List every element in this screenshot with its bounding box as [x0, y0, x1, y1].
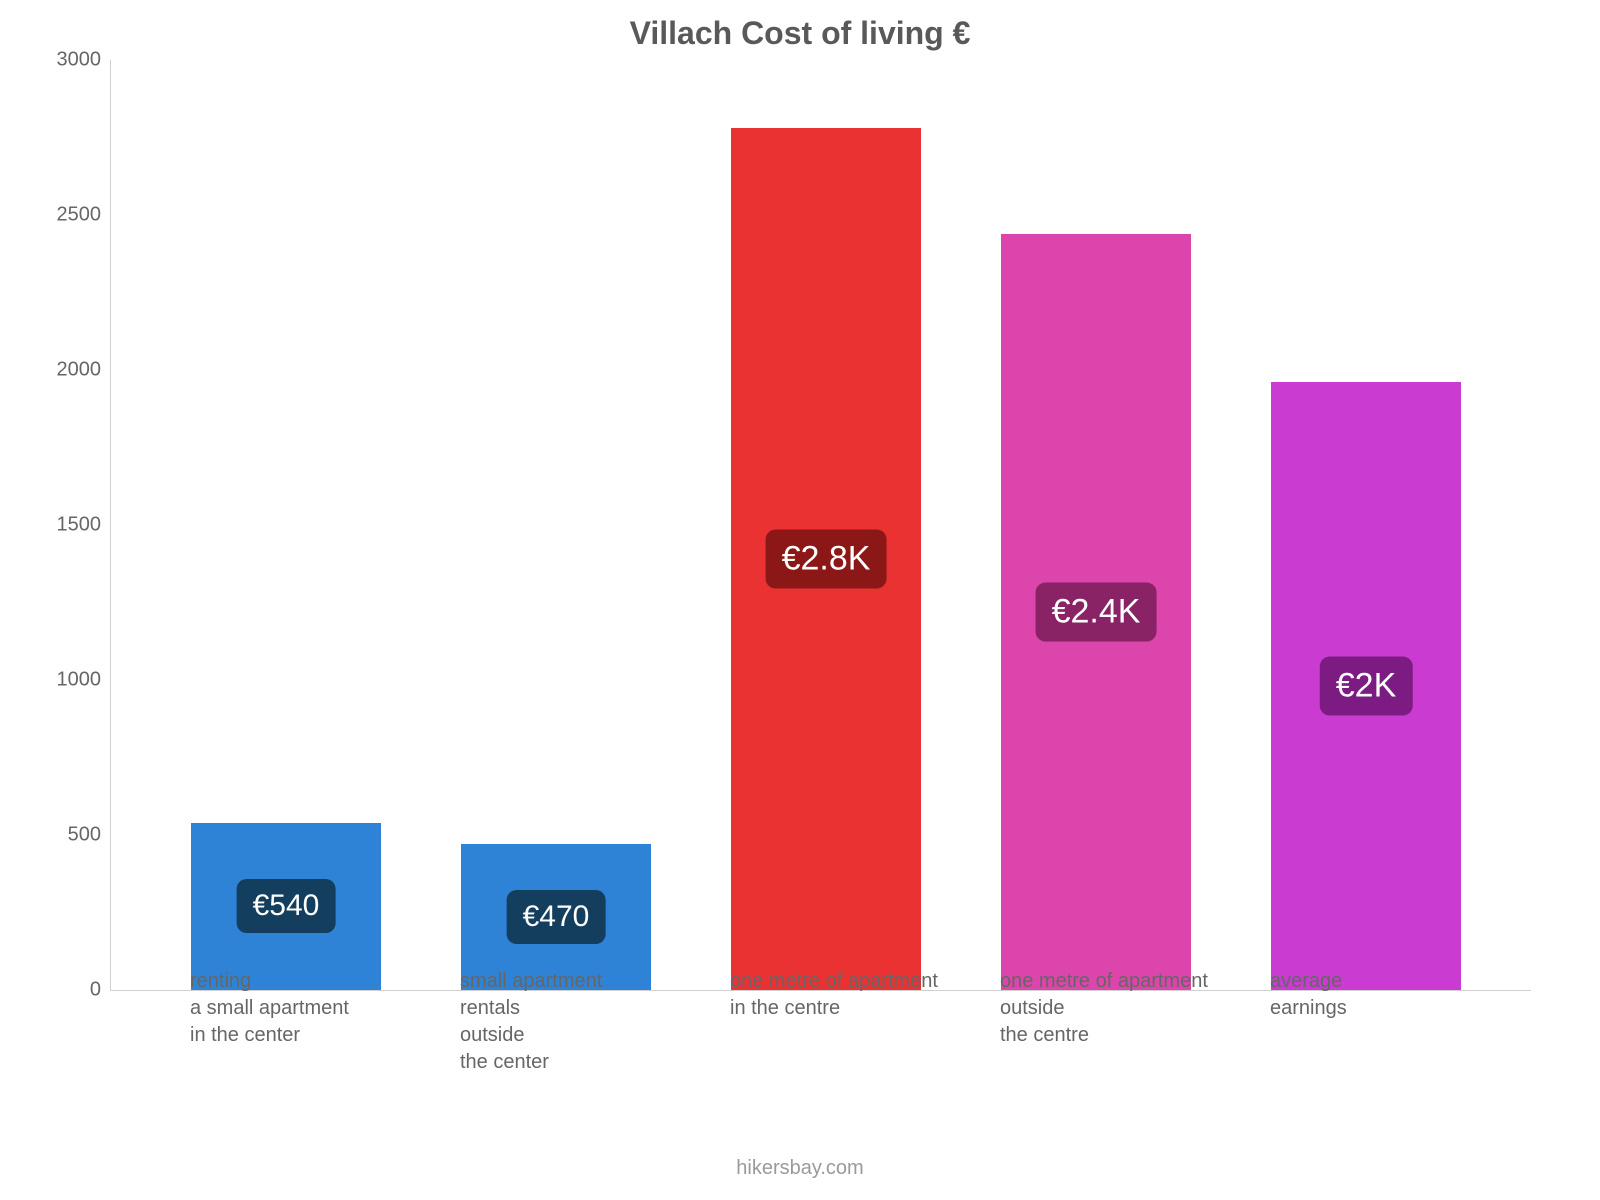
y-tick: 3000: [41, 49, 101, 72]
bar-value-label: €2K: [1320, 657, 1413, 716]
plot-area: 050010001500200025003000€540€470€2.8K€2.…: [110, 60, 1531, 991]
bar-value-label: €470: [507, 890, 606, 944]
y-tick: 0: [41, 979, 101, 1002]
x-label: average earnings: [1270, 968, 1347, 1022]
cost-of-living-chart: Villach Cost of living € 0 500 1000 1500 200…: [40, 10, 1560, 1110]
x-label: one metre of apartment in the centre: [730, 968, 938, 1022]
bar-2: €2.8K: [731, 128, 921, 990]
bar-value-label: €2.8K: [766, 530, 887, 589]
bar-value-label: €540: [237, 879, 336, 933]
y-tick: 2500: [41, 204, 101, 227]
y-tick: 1500: [41, 514, 101, 537]
y-tick: 1000: [41, 669, 101, 692]
x-label: small apartment rentals outside the cent…: [460, 968, 602, 1076]
bar-3: €2.4K: [1001, 234, 1191, 990]
y-tick: 2000: [41, 359, 101, 382]
x-label: renting a small apartment in the center: [190, 968, 349, 1049]
bar-0: €540: [191, 823, 381, 990]
chart-title: Villach Cost of living €: [40, 15, 1560, 52]
y-tick: 500: [41, 824, 101, 847]
bar-4: €2K: [1271, 382, 1461, 990]
bar-value-label: €2.4K: [1036, 582, 1157, 641]
x-label: one metre of apartment outside the centr…: [1000, 968, 1208, 1049]
attribution-text: hikersbay.com: [0, 1157, 1600, 1180]
